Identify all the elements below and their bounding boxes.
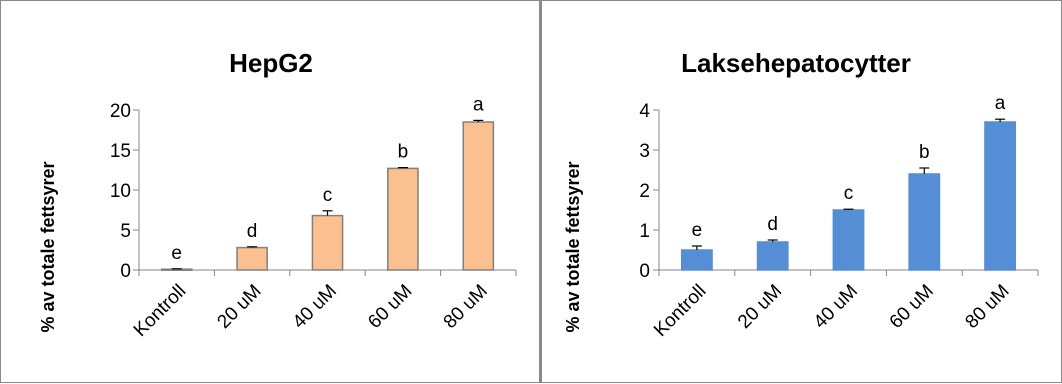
y-tick-label: 10 [110,181,131,202]
x-tick-label: 80 uM [440,281,492,333]
data-label: e [692,220,703,241]
panel-divider [539,0,542,383]
y-axis-label: % av totale fettsyrer [38,161,58,332]
bar [908,173,941,271]
bar [756,241,789,271]
bar [680,249,713,271]
x-tick-label: 60 uM [886,281,938,333]
data-label: c [844,183,854,204]
y-tick-label: 2 [639,181,650,202]
data-label: d [767,214,778,235]
x-tick-label: Kontroll [650,281,710,341]
chart-hepg2: HepG2 % av totale fettsyrer 0 5 10 15 20 e Kon… [38,48,517,341]
data-label: e [171,243,182,264]
chart-title: HepG2 [229,48,313,78]
y-axis-label: % av totale fettsyrer [563,161,583,332]
x-tick-label: 20 uM [734,281,786,333]
x-tick-label: 40 uM [289,281,341,333]
x-tick-label: 60 uM [364,281,416,333]
data-label: c [323,185,333,206]
x-tick-label: Kontroll [130,281,190,341]
data-label: d [247,221,258,242]
y-tick-label: 5 [120,221,131,242]
bar [832,209,865,271]
bar [984,121,1017,271]
chart-title: Laksehepatocytter [681,48,911,78]
bar [236,246,268,271]
y-tick-label: 0 [120,261,131,282]
data-label: b [398,142,409,163]
data-label: a [473,94,484,115]
x-tick-label: 80 uM [961,281,1013,333]
data-label: b [919,142,930,163]
chart-laksehepatocytter: Laksehepatocytter % av totale fettsyrer … [563,48,1039,341]
bar [462,121,495,271]
y-tick-label: 20 [110,101,131,122]
y-tick-label: 1 [639,221,650,242]
y-tick-label: 15 [110,141,131,162]
chart-panel-laksehepatocytter: Laksehepatocytter % av totale fettsyrer … [541,0,1062,383]
y-tick-label: 4 [639,101,650,122]
bar [311,214,344,271]
x-tick-label: 20 uM [213,281,265,333]
y-tick-label: 0 [639,261,650,282]
data-label: a [995,93,1006,114]
x-tick-label: 40 uM [810,281,862,333]
y-tick-label: 3 [639,141,650,162]
bar [387,167,419,271]
chart-panel-hepg2: HepG2 % av totale fettsyrer 0 5 10 15 20 e Kon… [0,0,541,383]
